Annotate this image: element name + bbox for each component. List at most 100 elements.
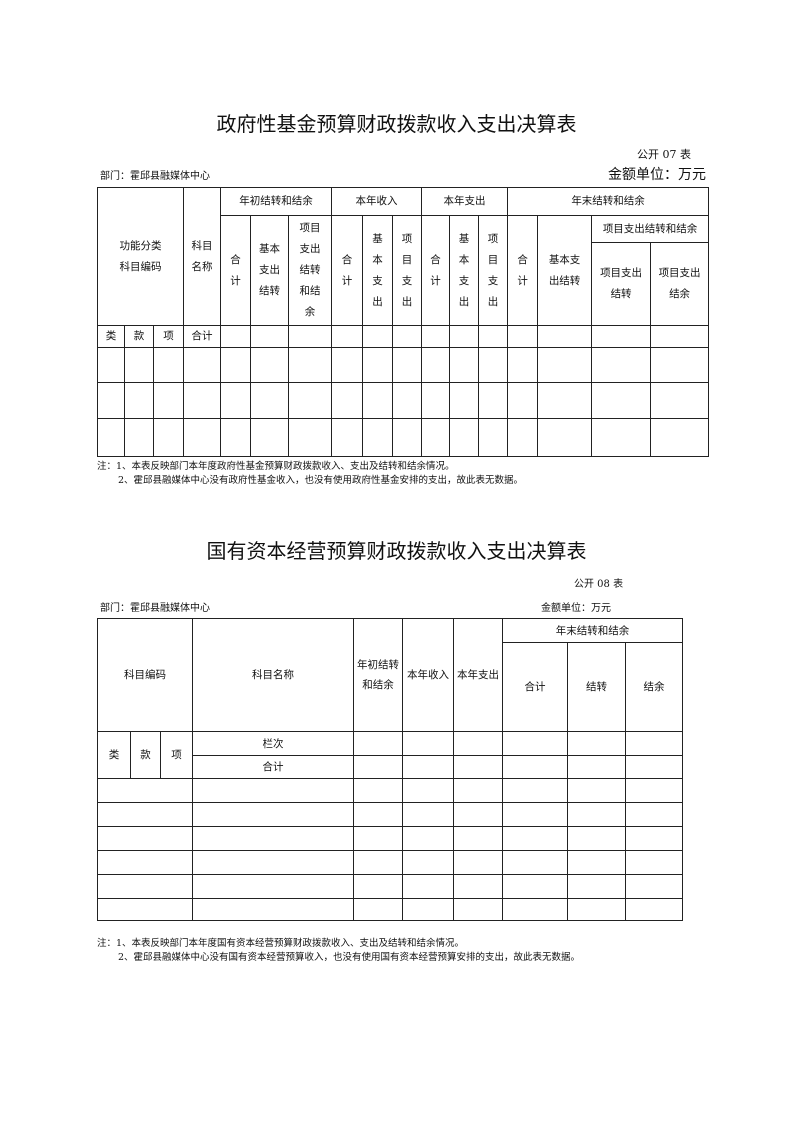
table-cell xyxy=(421,347,451,383)
table-cell xyxy=(625,755,684,779)
page-title-1: 政府性基金预算财政拨款收入支出决算表 xyxy=(216,112,577,136)
table-cell xyxy=(96,826,194,851)
header-income: 本年收入 xyxy=(331,187,423,216)
table-cell xyxy=(537,382,593,419)
table-cell xyxy=(362,325,394,348)
table-cell xyxy=(331,325,364,348)
table-cell xyxy=(537,418,593,457)
table-cell xyxy=(402,874,455,899)
table-cell xyxy=(250,382,290,419)
header-end: 年末结转和结余 xyxy=(502,618,684,643)
note-2-1: 注：1、本表反映部门本年度国有资本经营预算财政拨款收入、支出及结转和结余情况。 xyxy=(97,938,465,949)
header-end-project-carry: 项目支出 结转 xyxy=(591,242,652,326)
note-1-1: 注：1、本表反映部门本年度政府性基金预算财政拨款收入、支出及结转和结余情况。 xyxy=(97,461,455,472)
table-cell xyxy=(502,778,569,803)
table-cell xyxy=(453,778,504,803)
table-cell xyxy=(353,826,404,851)
table-cell xyxy=(288,382,333,419)
table-cell xyxy=(453,826,504,851)
table-cell xyxy=(353,898,404,921)
table-cell xyxy=(502,850,569,875)
table-cell xyxy=(97,418,125,457)
header-end-basic: 基本支 出结转 xyxy=(537,215,593,326)
table-cell xyxy=(392,418,423,457)
table-cell xyxy=(650,418,710,457)
table-cell xyxy=(507,325,539,348)
header-begin: 年初结转和结余 xyxy=(220,187,333,216)
table-cell xyxy=(362,347,394,383)
table-row xyxy=(97,418,710,457)
table-cell xyxy=(192,898,355,921)
table-cell xyxy=(353,778,404,803)
table-cell xyxy=(220,347,252,383)
table-cell xyxy=(402,731,455,756)
table-cell xyxy=(421,418,451,457)
table-cell xyxy=(353,850,404,875)
table-cell xyxy=(192,850,355,875)
header-begin-project: 项目 支出 结转 和结 余 xyxy=(288,215,333,326)
table-cell xyxy=(152,382,185,419)
table-cell xyxy=(97,382,125,419)
table-cell xyxy=(192,778,355,803)
table-cell xyxy=(288,418,333,457)
header-xiang: 项 xyxy=(159,731,194,779)
table-cell xyxy=(124,418,154,457)
table-cell xyxy=(625,874,684,899)
table-cell xyxy=(591,347,652,383)
table-cell xyxy=(507,347,539,383)
table-cell xyxy=(449,382,480,419)
table-cell xyxy=(591,418,652,457)
header-end-total: 合 计 xyxy=(507,215,539,326)
table-cell xyxy=(567,850,627,875)
table-cell xyxy=(220,382,252,419)
table-cell xyxy=(183,347,222,383)
table-cell xyxy=(625,826,684,851)
table-cell xyxy=(96,898,194,921)
table-cell xyxy=(192,802,355,827)
header-income-project: 项 目 支 出 xyxy=(392,215,423,326)
table-cell xyxy=(392,347,423,383)
table-row xyxy=(97,382,710,419)
table-cell xyxy=(124,347,154,383)
table-cell xyxy=(192,874,355,899)
table-cell xyxy=(591,382,652,419)
header-end-project: 项目支出结转和结余 xyxy=(591,215,710,243)
table-cell xyxy=(402,850,455,875)
header-lei: 类 xyxy=(97,731,131,779)
table-cell xyxy=(502,826,569,851)
table-row xyxy=(96,826,684,851)
table-cell xyxy=(96,778,194,803)
table-cell xyxy=(478,382,509,419)
table-cell xyxy=(288,347,333,383)
header-income-basic: 基 本 支 出 xyxy=(362,215,394,326)
table-cell xyxy=(625,802,684,827)
table-cell xyxy=(402,898,455,921)
header-end-project-balance: 项目支出 结余 xyxy=(650,242,710,326)
header-xiang: 项 xyxy=(152,325,185,348)
table-cell xyxy=(650,382,710,419)
table-cell xyxy=(449,418,480,457)
header-expense-total: 合 计 xyxy=(421,215,451,326)
table-cell xyxy=(453,802,504,827)
table-cell xyxy=(650,347,710,383)
table-cell xyxy=(421,382,451,419)
department-label-2: 部门：霍邱县融媒体中心 xyxy=(100,603,210,614)
fund-budget-table: 功能分类 科目编码 科目 名称 年初结转和结余 本年收入 本年支出 年末结转和结… xyxy=(96,187,710,457)
table-cell xyxy=(625,898,684,921)
header-begin-total: 合 计 xyxy=(220,215,252,326)
table-cell xyxy=(362,382,394,419)
header-code: 科目编码 xyxy=(96,618,194,732)
header-expense-basic: 基 本 支 出 xyxy=(449,215,480,326)
table-cell xyxy=(331,418,364,457)
table-cell xyxy=(507,418,539,457)
table-cell xyxy=(96,850,194,875)
table-cell xyxy=(478,347,509,383)
table-cell xyxy=(124,382,154,419)
table-number-2: 公开 08 表 xyxy=(574,579,624,590)
table-cell xyxy=(502,874,569,899)
table-cell xyxy=(478,418,509,457)
table-cell xyxy=(392,325,423,348)
table-cell xyxy=(331,347,364,383)
header-income: 本年收入 xyxy=(402,618,455,732)
table-cell xyxy=(96,874,194,899)
